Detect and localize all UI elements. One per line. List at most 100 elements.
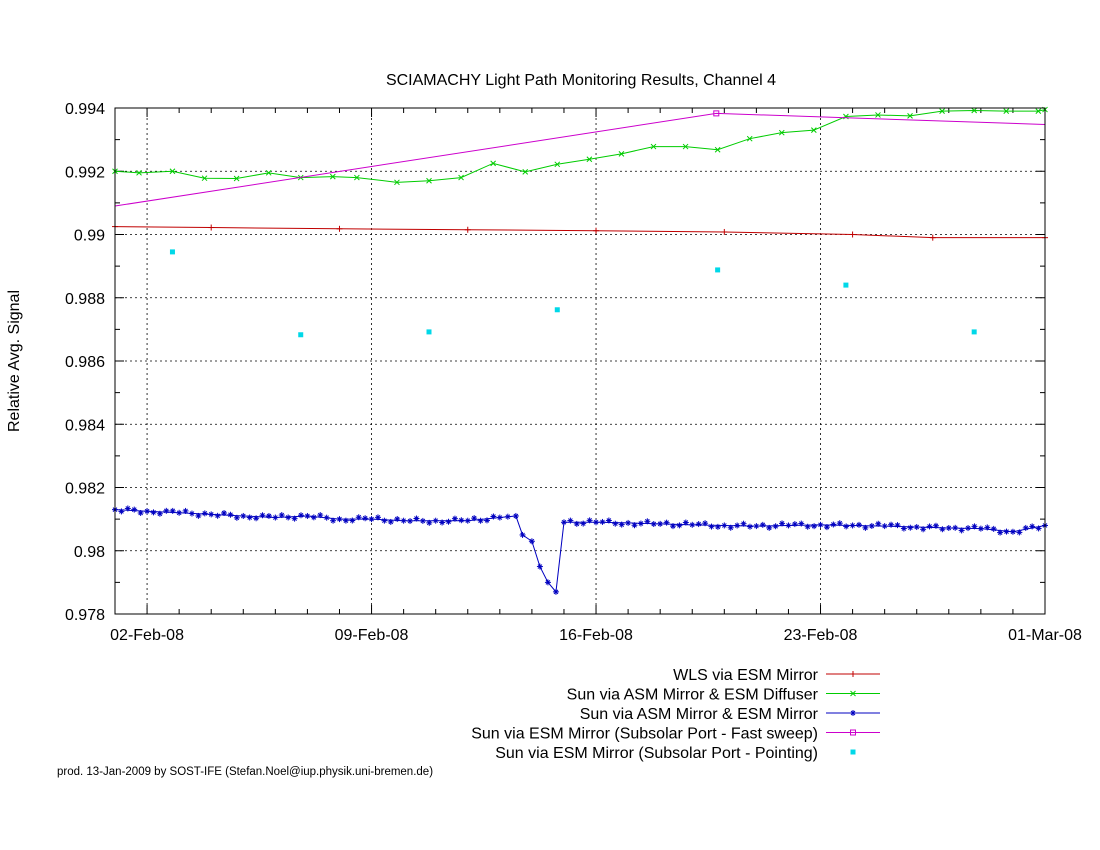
series-layer xyxy=(112,106,1048,595)
legend-label: Sun via ASM Mirror & ESM Mirror xyxy=(580,706,819,723)
data-point xyxy=(1022,524,1029,531)
data-point xyxy=(932,522,939,529)
data-point xyxy=(221,509,228,516)
legend-marker xyxy=(850,710,856,716)
data-point xyxy=(490,513,497,520)
x-tick-label: 16-Feb-08 xyxy=(559,627,633,644)
data-point xyxy=(426,519,433,526)
data-point xyxy=(195,512,202,519)
data-point xyxy=(1009,528,1016,535)
data-point xyxy=(586,156,593,163)
data-point xyxy=(310,514,317,521)
y-tick-label: 0.99 xyxy=(74,228,105,245)
data-point xyxy=(400,517,407,524)
data-point xyxy=(836,520,843,527)
data-point xyxy=(394,179,400,186)
data-point xyxy=(849,231,856,238)
data-point xyxy=(715,267,721,273)
data-point xyxy=(490,160,497,167)
data-point xyxy=(471,515,478,522)
data-point xyxy=(169,507,176,514)
data-point xyxy=(536,563,543,570)
data-point xyxy=(907,524,914,531)
data-point xyxy=(496,514,503,521)
data-point xyxy=(907,113,913,119)
data-point xyxy=(278,512,285,519)
data-point xyxy=(426,329,432,335)
legend-entry-0: WLS via ESM Mirror xyxy=(673,667,880,684)
data-point xyxy=(713,110,720,117)
data-point xyxy=(580,520,587,527)
data-point xyxy=(445,518,452,525)
data-point xyxy=(952,524,959,531)
legend-label: Sun via ESM Mirror (Subsolar Port - Poin… xyxy=(495,745,818,762)
data-point xyxy=(734,522,741,529)
data-point xyxy=(407,518,414,525)
data-point xyxy=(329,173,336,180)
data-point xyxy=(929,234,936,241)
data-point xyxy=(785,522,792,529)
data-point xyxy=(856,521,862,528)
data-point xyxy=(464,517,471,524)
data-point xyxy=(291,515,298,522)
x-tick-label: 02-Feb-08 xyxy=(110,627,184,644)
series-0 xyxy=(112,223,1048,241)
data-point xyxy=(374,514,381,521)
legend-entry-1: Sun via ASM Mirror & ESM Diffuser xyxy=(567,687,880,704)
data-point xyxy=(977,525,984,532)
data-point xyxy=(939,108,945,115)
data-point xyxy=(432,517,439,524)
legend-entry-4: Sun via ESM Mirror (Subsolar Port - Poin… xyxy=(495,745,856,762)
data-point xyxy=(176,509,183,516)
data-point xyxy=(458,517,465,524)
data-point xyxy=(618,151,625,157)
legend-label: Sun via ASM Mirror & ESM Diffuser xyxy=(567,687,819,704)
data-point xyxy=(353,174,360,181)
data-point xyxy=(272,514,279,521)
data-point xyxy=(342,517,349,524)
y-tick-label: 0.994 xyxy=(65,101,105,118)
data-point xyxy=(233,514,240,521)
data-point xyxy=(156,510,163,517)
legend-marker xyxy=(850,729,856,736)
footer-credit: prod. 13-Jan-2009 by SOST-IFE (Stefan.No… xyxy=(57,766,433,778)
data-point xyxy=(387,518,394,525)
data-point xyxy=(451,515,458,522)
data-point xyxy=(849,522,856,529)
data-point xyxy=(298,332,304,338)
data-point xyxy=(843,282,849,288)
data-point xyxy=(573,520,580,527)
data-point xyxy=(875,520,882,527)
data-point xyxy=(689,521,696,528)
data-point xyxy=(381,517,388,524)
data-point xyxy=(676,522,683,529)
data-point xyxy=(1003,528,1010,535)
data-point xyxy=(881,523,888,530)
data-point xyxy=(971,107,978,114)
series-line xyxy=(114,112,1046,207)
data-point xyxy=(169,168,176,175)
chart-title: SCIAMACHY Light Path Monitoring Results,… xyxy=(386,72,776,89)
data-point xyxy=(552,588,559,595)
data-point xyxy=(593,519,600,526)
data-point xyxy=(477,517,484,524)
data-point xyxy=(804,523,811,530)
data-point xyxy=(1003,108,1010,115)
data-point xyxy=(759,521,766,528)
data-point xyxy=(336,225,343,232)
data-point xyxy=(862,524,869,531)
data-point xyxy=(240,512,247,519)
data-point xyxy=(721,522,728,529)
data-point xyxy=(118,508,125,515)
data-point xyxy=(394,515,401,522)
data-point xyxy=(330,517,337,524)
data-point xyxy=(926,523,933,530)
series-4 xyxy=(169,249,977,338)
data-point xyxy=(682,519,689,526)
series-3 xyxy=(114,110,1046,207)
y-tick-label: 0.982 xyxy=(65,481,105,498)
grid xyxy=(115,108,1045,614)
data-point xyxy=(1035,108,1042,115)
data-point xyxy=(131,506,138,513)
data-point xyxy=(631,522,638,529)
